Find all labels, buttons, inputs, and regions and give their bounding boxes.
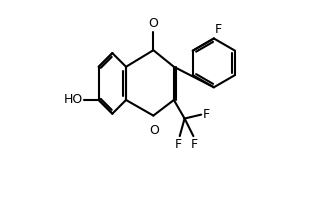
Text: F: F	[215, 23, 222, 36]
Text: F: F	[175, 138, 182, 151]
Text: F: F	[203, 108, 210, 121]
Text: F: F	[191, 138, 198, 151]
Text: O: O	[149, 17, 158, 30]
Text: HO: HO	[64, 93, 83, 107]
Text: O: O	[150, 124, 159, 137]
